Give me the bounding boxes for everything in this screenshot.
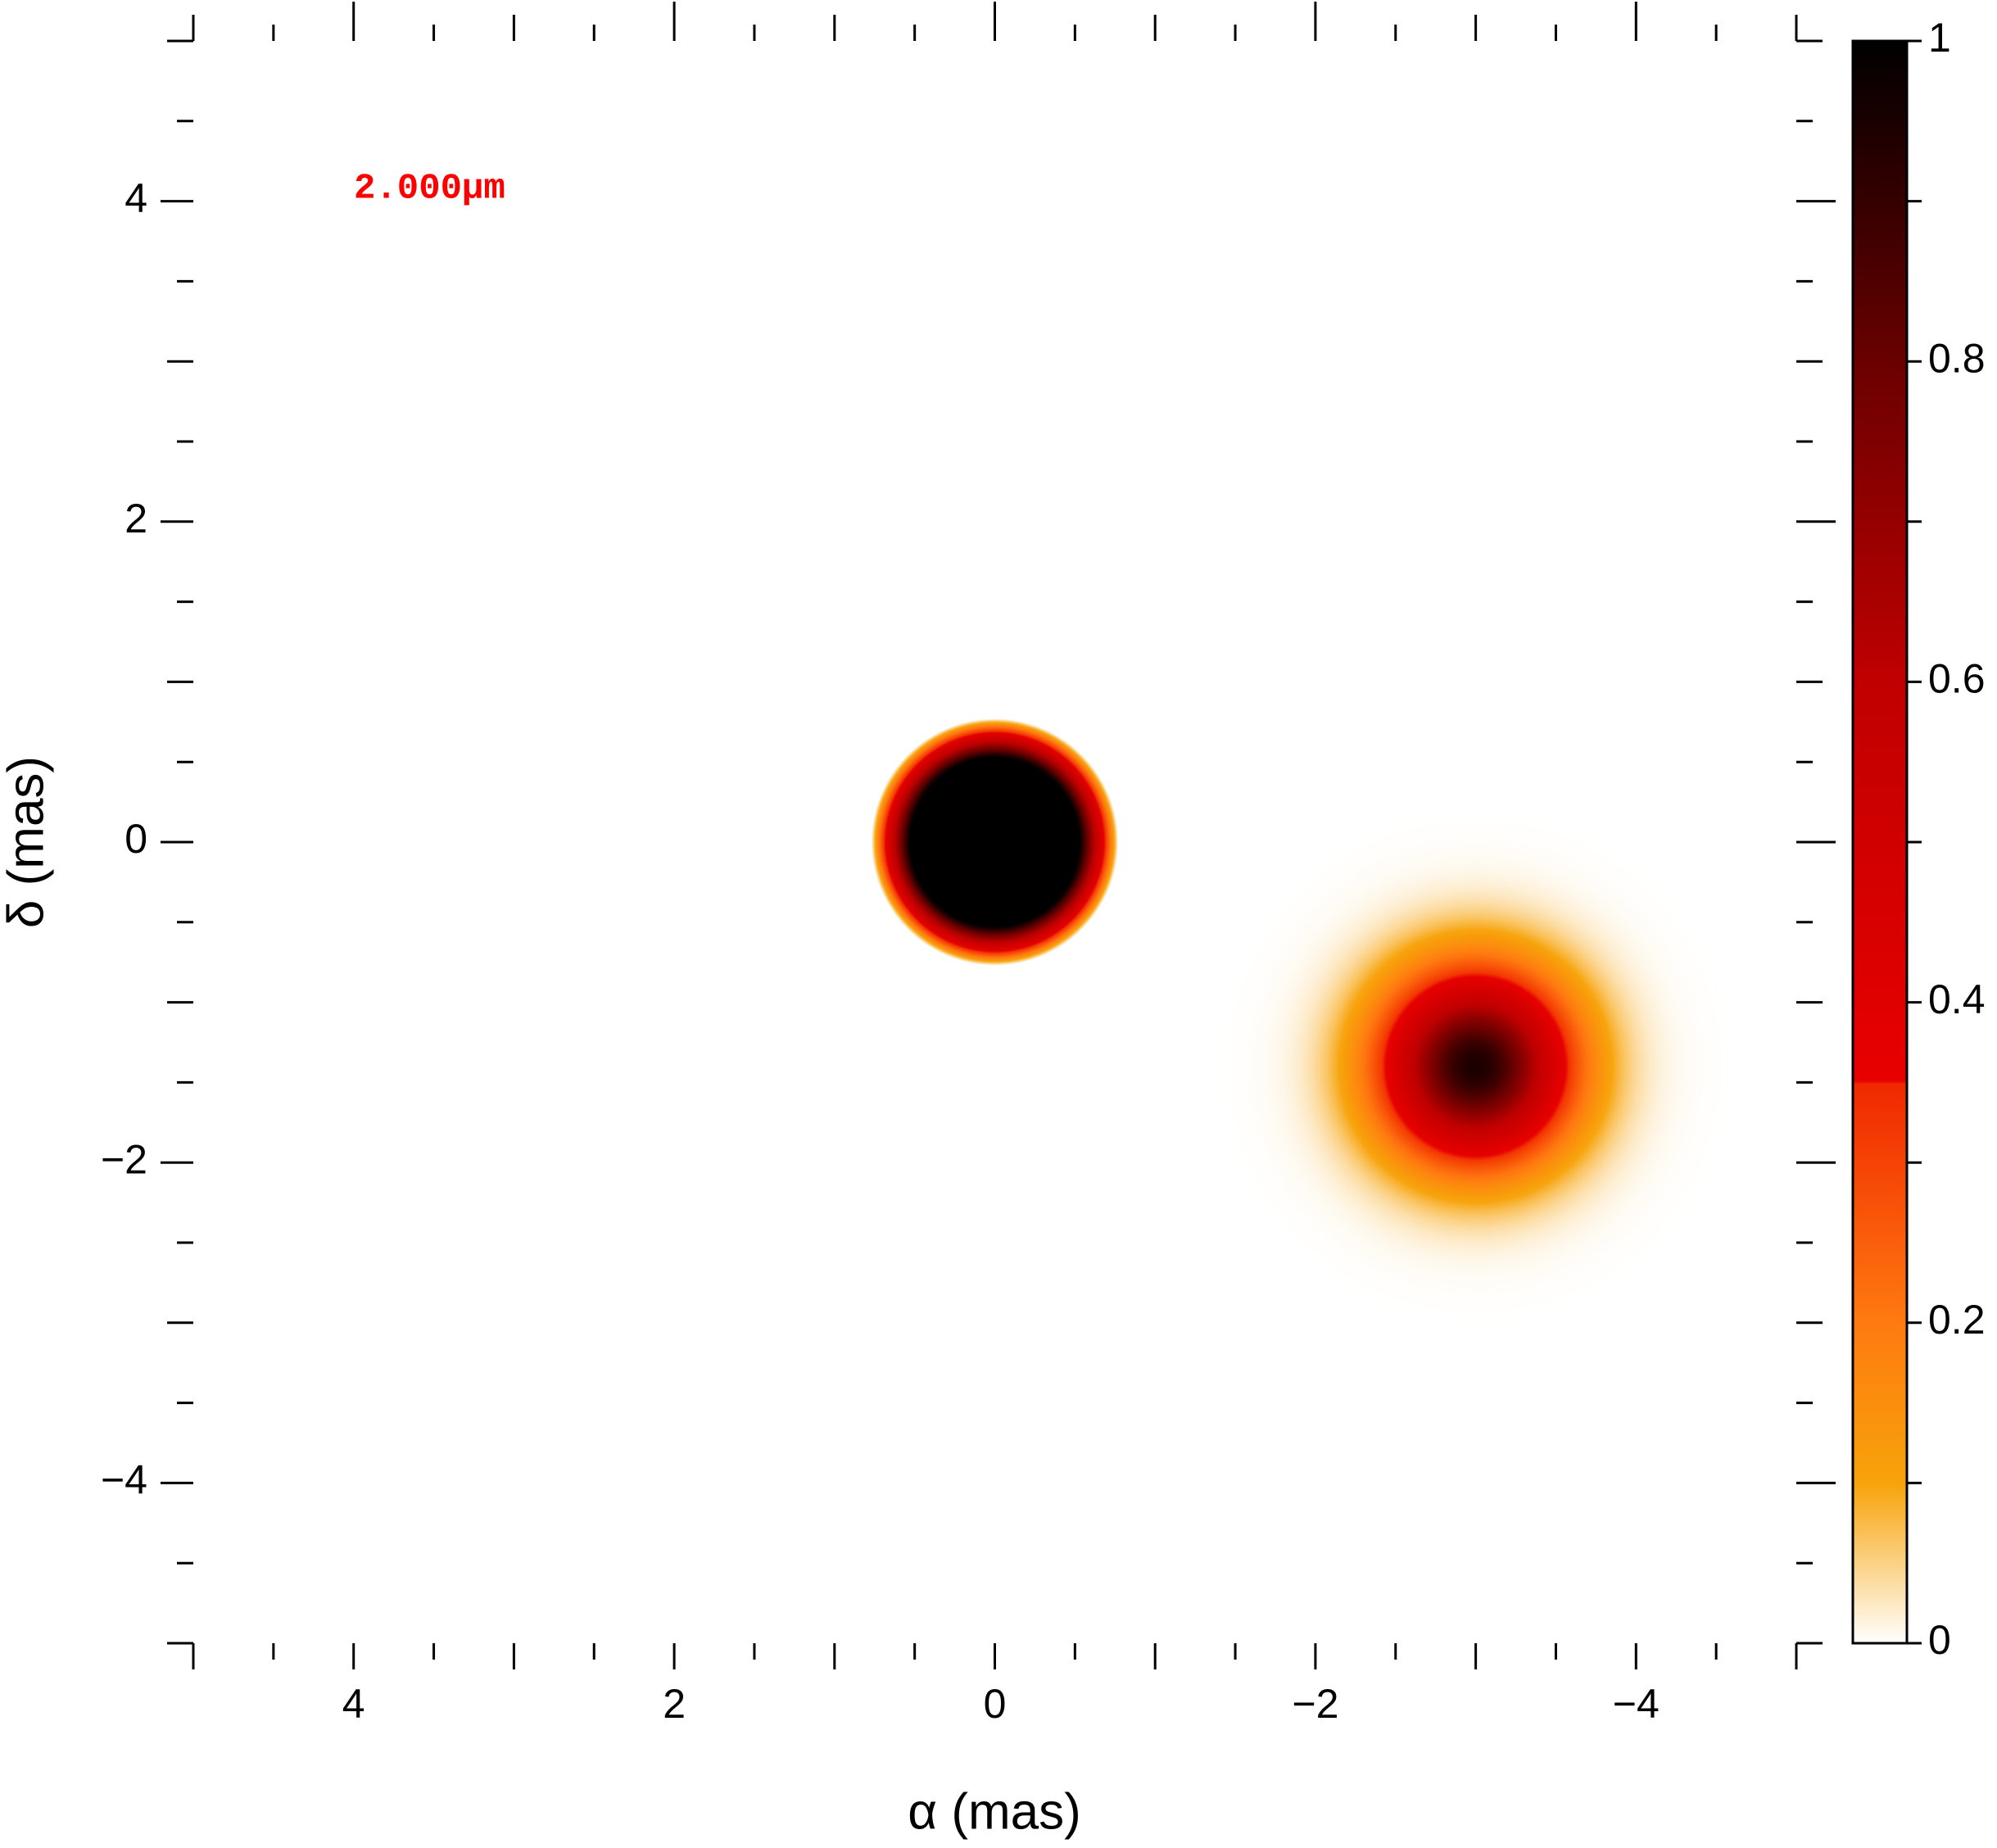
source xyxy=(871,718,1119,966)
x-tick-label: 0 xyxy=(984,1681,1007,1727)
y-tick-label: 4 xyxy=(125,175,147,221)
colorbar-tick-label: 0.4 xyxy=(1928,976,1986,1022)
y-tick-label: 2 xyxy=(125,496,147,541)
colorbar-tick-label: 0.6 xyxy=(1928,656,1986,702)
x-tick-label: 4 xyxy=(342,1681,365,1727)
y-tick-label: −4 xyxy=(101,1457,147,1503)
x-tick-label: −2 xyxy=(1292,1681,1338,1727)
x-tick-label: 2 xyxy=(663,1681,686,1727)
x-axis-label: α (mas) xyxy=(908,1783,1081,1840)
colorbar-tick-label: 0 xyxy=(1928,1617,1951,1663)
y-axis-label: δ (mas) xyxy=(0,756,54,928)
colorbar-tick-label: 1 xyxy=(1928,15,1951,61)
colorbar xyxy=(1851,39,1909,1645)
source xyxy=(1220,810,1732,1323)
y-tick-label: 0 xyxy=(125,816,147,862)
annotation: 2.000µm xyxy=(354,169,505,210)
y-tick-label: −2 xyxy=(101,1136,147,1182)
colorbar-tick-label: 0.8 xyxy=(1928,335,1986,381)
x-tick-label: −4 xyxy=(1613,1681,1660,1727)
colorbar-tick-label: 0.2 xyxy=(1928,1297,1986,1343)
